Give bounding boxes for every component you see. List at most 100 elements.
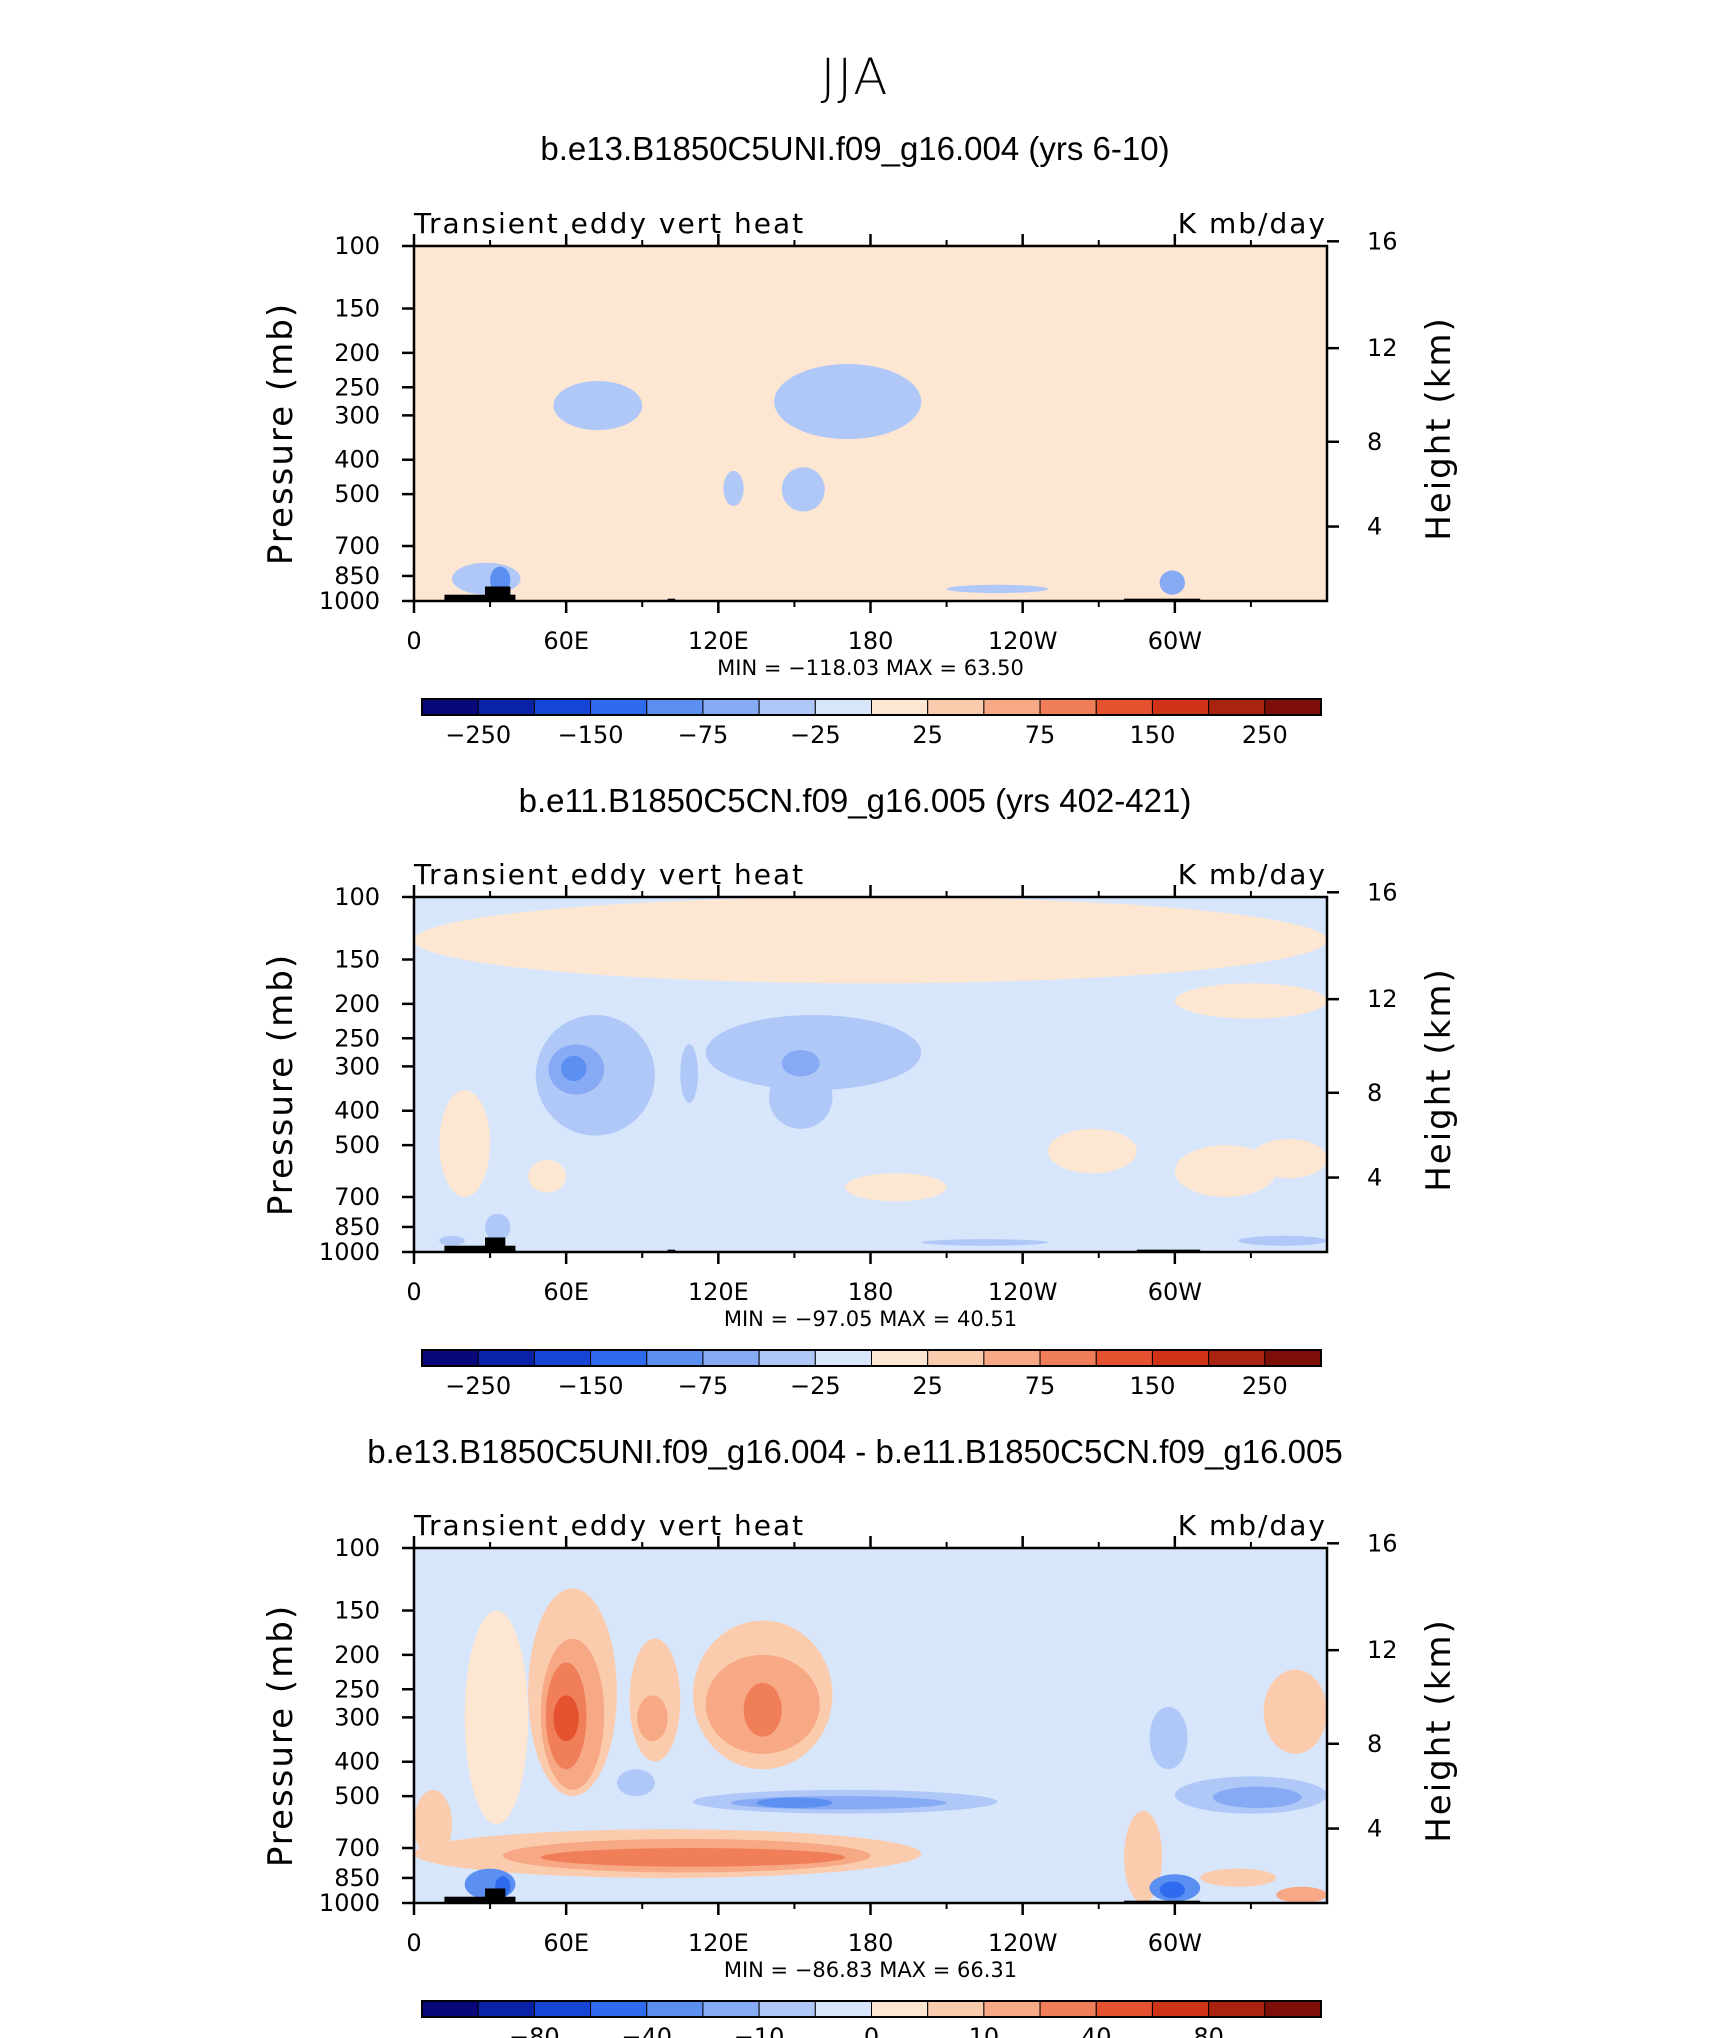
- y-axis-label: Pressure (mb): [261, 953, 301, 1216]
- height-tick-label: 4: [1367, 1815, 1382, 1843]
- field-region: [1288, 477, 1327, 512]
- field-name-label: Transient eddy vert heat: [413, 1509, 805, 1542]
- colorbar-label: 80: [1193, 2023, 1224, 2038]
- field-region: [426, 274, 478, 400]
- height-tick-label: 16: [1367, 1529, 1398, 1557]
- y-tick-label: 850: [334, 1213, 380, 1241]
- colorbar-swatch: [927, 2000, 985, 2018]
- field-region: [1124, 556, 1277, 576]
- height-axis-label: Height (km): [1419, 1618, 1459, 1843]
- colorbar-label: −75: [678, 721, 729, 749]
- y-tick-label: 400: [334, 1748, 380, 1776]
- field-region: [1159, 570, 1185, 595]
- field-region: [485, 1213, 511, 1241]
- terrain-block: [485, 1237, 506, 1252]
- colorbar-label: 250: [1242, 1372, 1288, 1400]
- colorbar-label: −25: [790, 1372, 841, 1400]
- colorbar-swatch: [814, 2000, 872, 2018]
- colorbar-swatch: [702, 2000, 760, 2018]
- colorbar-swatch: [421, 698, 479, 716]
- y-tick-label: 850: [334, 562, 380, 590]
- field-region: [1250, 1138, 1328, 1179]
- colorbar-swatch: [1208, 1349, 1266, 1367]
- units-label: K mb/day: [1178, 1509, 1327, 1542]
- colorbar-swatch: [1208, 2000, 1266, 2018]
- colorbar-frame: [421, 1349, 1322, 1367]
- field-region: [1263, 308, 1327, 378]
- height-tick-label: 8: [1367, 428, 1382, 456]
- x-tick-label: 60W: [1148, 1278, 1202, 1306]
- field-region: [414, 246, 1327, 333]
- colorbar-swatch: [1039, 2000, 1097, 2018]
- colorbar-swatch: [1095, 1349, 1153, 1367]
- field-region: [723, 470, 744, 506]
- colorbar-label: −10: [734, 2023, 785, 2038]
- units-label: K mb/day: [1178, 858, 1327, 891]
- field-region: [756, 1797, 833, 1808]
- field-region: [616, 1769, 655, 1797]
- x-tick-label: 0: [406, 1929, 421, 1957]
- min-max-stats: MIN = −86.83 MAX = 66.31: [724, 1958, 1017, 1982]
- field-region: [743, 1682, 782, 1737]
- colorbar-swatch: [871, 1349, 929, 1367]
- y-axis-label: Pressure (mb): [261, 302, 301, 565]
- y-tick-label: 700: [334, 532, 380, 560]
- colorbar-swatch: [533, 2000, 592, 2018]
- colorbar-swatch: [646, 2000, 704, 2018]
- field-region: [921, 1239, 1049, 1246]
- colorbar-swatch: [646, 698, 704, 716]
- x-tick-label: 120E: [688, 1929, 749, 1957]
- y-tick-label: 1000: [319, 1238, 380, 1266]
- y-tick-label: 400: [334, 446, 380, 474]
- x-tick-label: 180: [848, 1278, 894, 1306]
- field-region: [414, 897, 1327, 984]
- panel-1: Transient eddy vert heat K mb/day 0 60E 120E…: [261, 207, 1459, 749]
- colorbar-swatch: [758, 1349, 816, 1367]
- height-tick-label: 12: [1367, 985, 1398, 1013]
- terrain-block: [485, 1888, 506, 1903]
- y-tick-label: 250: [334, 1675, 380, 1703]
- height-tick-label: 4: [1367, 513, 1382, 541]
- colorbar-swatch: [871, 2000, 929, 2018]
- colorbar-swatch: [1151, 2000, 1210, 2018]
- y-tick-label: 1000: [319, 587, 380, 615]
- terrain-block: [444, 1245, 516, 1252]
- field-region: [1159, 1881, 1185, 1899]
- height-axis-label: Height (km): [1419, 316, 1459, 541]
- terrain-block: [444, 594, 516, 601]
- x-tick-label: 60E: [543, 1929, 589, 1957]
- colorbar-swatch: [927, 698, 985, 716]
- colorbar-swatch: [1264, 1349, 1322, 1367]
- field-region: [781, 1050, 820, 1077]
- y-tick-label: 100: [334, 1534, 380, 1562]
- field-region: [464, 1610, 529, 1825]
- min-max-stats: MIN = −118.03 MAX = 63.50: [717, 656, 1024, 680]
- colorbar-label: −80: [509, 2023, 560, 2038]
- height-tick-label: 8: [1367, 1079, 1382, 1107]
- colorbar-swatch: [590, 2000, 648, 2018]
- colorbar-label: −150: [558, 1372, 624, 1400]
- y-tick-label: 500: [334, 1782, 380, 1810]
- x-tick-label: 60W: [1148, 1929, 1202, 1957]
- colorbar-swatch: [1039, 698, 1097, 716]
- field-region: [705, 1015, 922, 1091]
- field-region: [553, 1695, 579, 1742]
- y-tick-label: 150: [334, 295, 380, 323]
- field-region: [1098, 425, 1137, 478]
- colorbar-swatch: [814, 1349, 872, 1367]
- x-tick-label: 120E: [688, 1278, 749, 1306]
- height-tick-label: 8: [1367, 1730, 1382, 1758]
- colorbar-swatch: [758, 2000, 816, 2018]
- colorbar-label: −250: [445, 721, 511, 749]
- colorbar-label: −75: [678, 1372, 729, 1400]
- y-tick-label: 250: [334, 1024, 380, 1052]
- field-region: [1048, 1128, 1137, 1174]
- field-region: [528, 1159, 567, 1193]
- y-tick-label: 150: [334, 1597, 380, 1625]
- field-region: [439, 508, 516, 567]
- field-region: [637, 1695, 668, 1742]
- y-tick-label: 100: [334, 883, 380, 911]
- field-region: [414, 415, 453, 585]
- height-tick-label: 4: [1367, 1164, 1382, 1192]
- field-region: [1124, 1810, 1163, 1904]
